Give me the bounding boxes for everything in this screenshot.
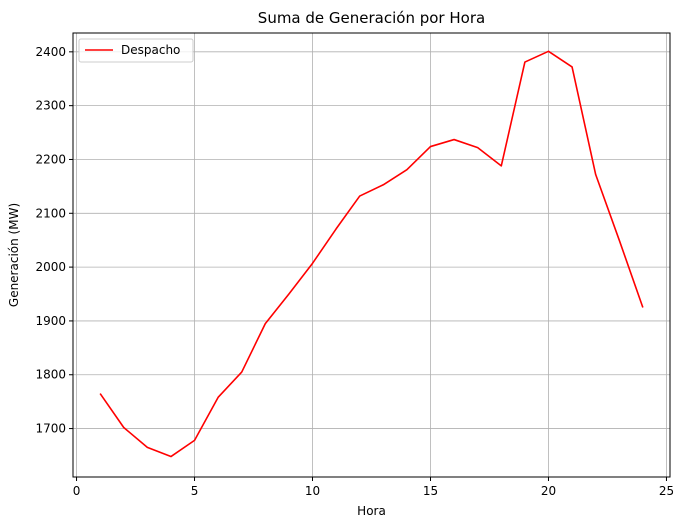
x-tick-label: 20 <box>541 484 556 498</box>
legend-label: Despacho <box>121 43 180 57</box>
x-tick-label: 25 <box>659 484 674 498</box>
y-tick-label: 2200 <box>35 152 66 166</box>
series-line-despacho <box>99 50 644 458</box>
y-tick-label: 1700 <box>35 422 66 436</box>
plot-frame <box>72 32 671 478</box>
legend-box <box>78 38 194 63</box>
y-tick-label: 2000 <box>35 260 66 274</box>
x-tick-label: 0 <box>73 484 81 498</box>
legend: Despacho <box>78 38 194 63</box>
x-tick-label: 10 <box>305 484 320 498</box>
axis-ticks: 0 5 10 15 20 25 1700 1800 1900 2000 2100 2200 2300 24… <box>35 45 674 498</box>
chart-title: Suma de Generación por Hora <box>258 9 485 27</box>
y-tick-label: 2400 <box>35 45 66 59</box>
y-tick-label: 1900 <box>35 314 66 328</box>
series-layer <box>99 50 644 458</box>
y-tick-label: 1800 <box>35 368 66 382</box>
x-tick-label: 5 <box>191 484 199 498</box>
x-tick-label: 15 <box>423 484 438 498</box>
x-axis-title: Hora <box>357 504 386 518</box>
y-tick-label: 2300 <box>35 99 66 113</box>
y-tick-label: 2100 <box>35 206 66 220</box>
y-axis-title: Generación (MW) <box>7 203 21 307</box>
grid <box>73 33 670 477</box>
